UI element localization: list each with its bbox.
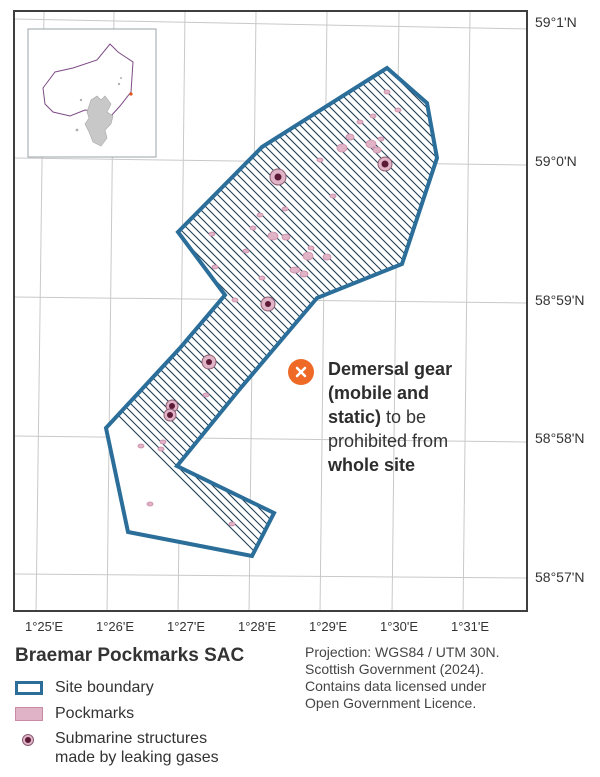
hatch-line xyxy=(426,68,437,556)
legend-label: Pockmarks xyxy=(55,705,135,722)
lon-label: 1°31'E xyxy=(450,619,490,634)
site-boundary-swatch xyxy=(15,681,43,695)
credit-line: Open Government Licence. xyxy=(305,695,477,711)
hatch-line xyxy=(507,12,528,572)
pockmarks xyxy=(137,89,402,527)
lat-label: 59°1'N xyxy=(535,14,577,30)
hatch-line xyxy=(106,68,437,556)
hatch-line xyxy=(266,68,437,556)
credit-line: Contains data licensed under xyxy=(305,678,487,694)
inset-uk-region xyxy=(42,43,134,117)
lat-label: 58°58'N xyxy=(535,430,585,446)
hatch-line xyxy=(258,68,437,556)
lon-label: 1°25'E xyxy=(24,619,64,634)
legend-item-pockmarks: Pockmarks xyxy=(15,705,235,727)
inset-scotland-land xyxy=(84,95,114,147)
hatch-line xyxy=(322,68,437,556)
inset-site-marker xyxy=(129,92,133,96)
lon-label: 1°30'E xyxy=(379,619,419,634)
lat-label: 58°57'N xyxy=(535,569,585,585)
hatch-line xyxy=(306,68,437,556)
structure-marker[interactable] xyxy=(377,156,393,172)
submarine-structures xyxy=(163,156,393,422)
pockmark-swatch xyxy=(15,707,43,721)
annotation-line1: Demersal gear xyxy=(328,359,453,379)
hatch-line xyxy=(475,12,528,572)
hatch-line xyxy=(106,68,437,556)
legend-label: Site boundary xyxy=(55,679,154,696)
hatch-line xyxy=(106,68,437,556)
lat-label: 59°0'N xyxy=(535,153,577,169)
inset-locator-map[interactable] xyxy=(27,28,157,158)
hatch-line xyxy=(282,68,437,556)
hatch-line xyxy=(106,68,437,556)
legend-label: Submarine structures xyxy=(55,730,208,747)
annotation-line2: (mobile and xyxy=(328,383,430,403)
hatch-line xyxy=(467,12,528,572)
hatch-line xyxy=(499,12,528,572)
hatch-line xyxy=(274,68,437,556)
map-credits: Projection: WGS84 / UTM 30N. Scottish Go… xyxy=(305,644,565,712)
annotation-line4: prohibited from xyxy=(328,431,449,451)
hatch-line xyxy=(298,68,437,556)
hatch-line xyxy=(106,68,437,556)
hatch-line xyxy=(515,12,528,572)
legend-item-structures: Submarine structures made by leaking gas… xyxy=(15,730,255,772)
hatch-line xyxy=(443,12,528,572)
structure-marker-icon xyxy=(22,734,34,746)
structure-marker[interactable] xyxy=(201,354,217,370)
lon-label: 1°26'E xyxy=(95,619,135,634)
credit-line: Projection: WGS84 / UTM 30N. xyxy=(305,644,500,660)
hatch-line xyxy=(290,68,437,556)
legend-item-site-boundary: Site boundary xyxy=(15,679,235,701)
annotation-text: Demersal gear (mobile and static) to be … xyxy=(328,357,498,477)
legend-label-line2: made by leaking gases xyxy=(55,749,219,766)
hatch-line xyxy=(250,68,437,556)
annotation-line5: whole site xyxy=(328,455,416,475)
map-frame[interactable] xyxy=(13,10,528,612)
hatch-line xyxy=(491,12,528,572)
hatch-line xyxy=(483,12,528,572)
hatch-line xyxy=(451,12,528,572)
hatch-line xyxy=(106,68,276,556)
hatch-line xyxy=(106,68,437,556)
structure-marker[interactable] xyxy=(269,168,287,186)
hatch-line xyxy=(242,68,437,556)
hatch-line xyxy=(523,12,528,572)
credit-line: Scottish Government (2024). xyxy=(305,661,484,677)
hatch-line xyxy=(106,68,284,556)
hatch-line xyxy=(330,68,437,556)
lon-label: 1°27'E xyxy=(166,619,206,634)
structure-marker[interactable] xyxy=(163,408,177,422)
lon-label: 1°28'E xyxy=(237,619,277,634)
structure-marker[interactable] xyxy=(260,296,276,312)
legend-title: Braemar Pockmarks SAC xyxy=(15,645,245,666)
hatch-line xyxy=(434,68,437,556)
hatch-line xyxy=(106,68,292,556)
map-canvas[interactable] xyxy=(15,12,528,612)
site-boundary[interactable] xyxy=(103,65,440,559)
lat-label: 58°59'N xyxy=(535,292,585,308)
lon-label: 1°29'E xyxy=(308,619,348,634)
hatch-line xyxy=(418,68,437,556)
annotation-line3-rest: to be xyxy=(381,407,427,427)
annotation-line3-bold: static) xyxy=(328,407,382,427)
hatch-line xyxy=(314,68,437,556)
close-icon[interactable] xyxy=(288,359,314,385)
